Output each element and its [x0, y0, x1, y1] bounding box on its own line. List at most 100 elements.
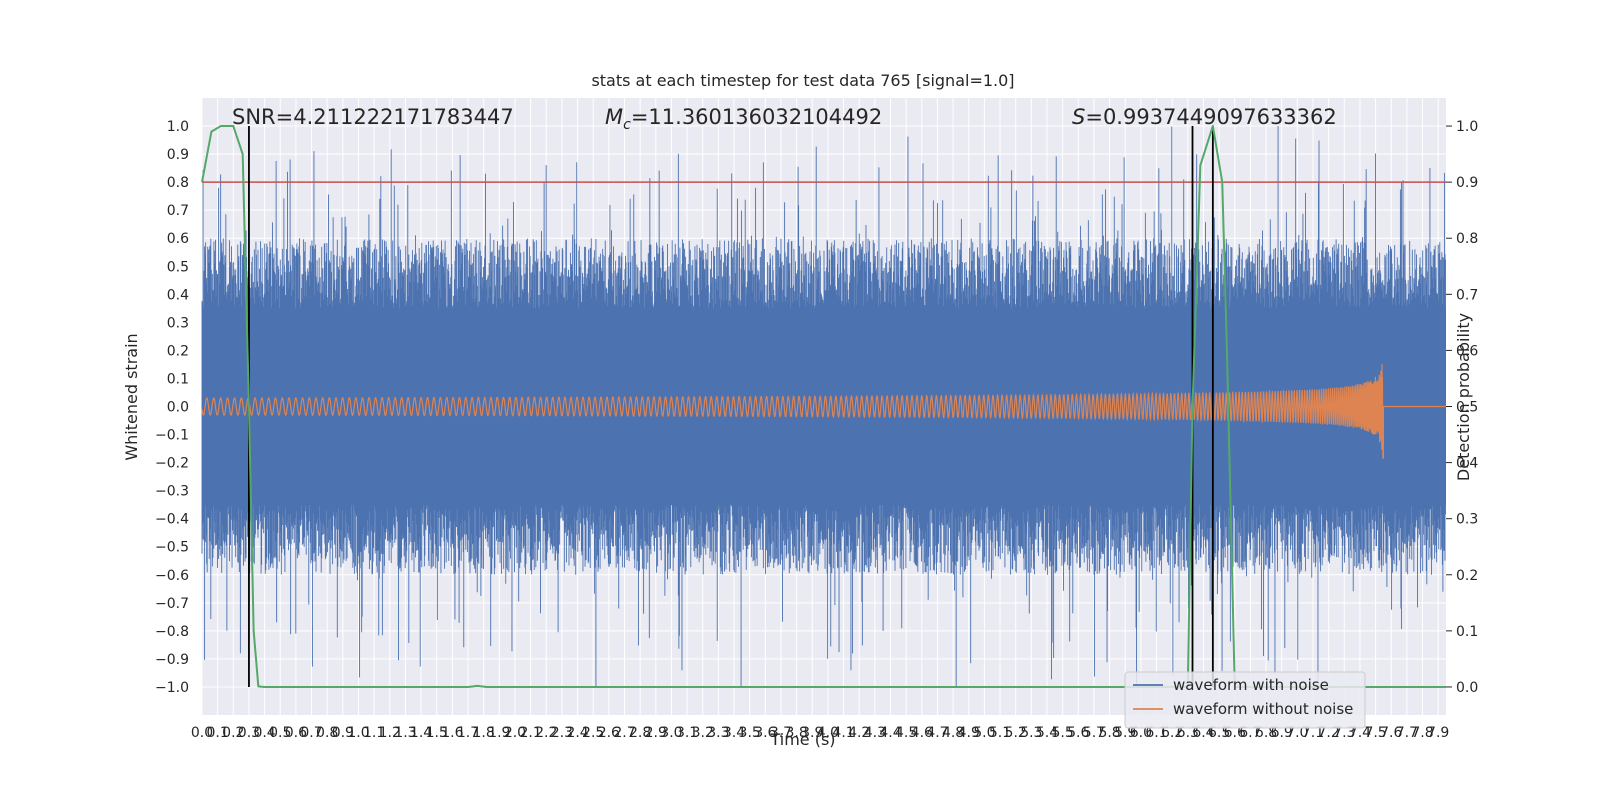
- x-tick-label: 7.9: [1427, 725, 1449, 741]
- x-tick-label: 1.7: [457, 725, 479, 741]
- probability-line: [201, 125, 1446, 688]
- x-tick-label: 1.9: [488, 725, 510, 741]
- x-tick-label: 5.5: [1051, 725, 1073, 741]
- x-tick-label: 7.8: [1411, 725, 1433, 741]
- x-tick-label: 7.3: [1333, 725, 1355, 741]
- x-tick-label: 2.2: [535, 725, 557, 741]
- x-tick-label: 3.3: [707, 725, 729, 741]
- x-tick-label: 0.8: [316, 725, 338, 741]
- x-tick-label: 5.1: [989, 725, 1011, 741]
- x-tick-label: 5.2: [1005, 725, 1027, 741]
- y-tick-label: 0.3: [167, 315, 189, 331]
- x-tick-label: 6.8: [1255, 725, 1277, 741]
- y2-tick-label: 0.4: [1456, 456, 1478, 472]
- y-tick-label: −0.2: [155, 456, 189, 472]
- x-tick-label: 3.1: [676, 725, 698, 741]
- x-tick-label: 1.3: [394, 725, 416, 741]
- x-tick-label: 0.4: [253, 725, 275, 741]
- x-tick-label: 1.1: [363, 725, 385, 741]
- legend-label-clean: waveform without noise: [1173, 700, 1353, 718]
- y-tick-label: 0.1: [167, 371, 189, 387]
- chirp-line: [201, 364, 1446, 459]
- x-tick-label: 2.9: [645, 725, 667, 741]
- x-tick-label: 0.2: [222, 725, 244, 741]
- x-tick-label: 2.6: [598, 725, 620, 741]
- x-tick-label: 7.1: [1302, 725, 1324, 741]
- x-tick-label: 0.0: [191, 725, 213, 741]
- x-tick-label: 6.3: [1177, 725, 1199, 741]
- x-tick-label: 4.9: [958, 725, 980, 741]
- x-tick-label: 1.0: [347, 725, 369, 741]
- x-tick-label: 4.3: [864, 725, 886, 741]
- ticks: 0.00.10.20.30.40.50.60.70.80.91.01.11.21…: [155, 119, 1478, 741]
- x-tick-label: 6.5: [1208, 725, 1230, 741]
- x-tick-label: 6.9: [1271, 725, 1293, 741]
- x-tick-label: 5.9: [1114, 725, 1136, 741]
- y-tick-label: −1.0: [155, 680, 189, 696]
- x-tick-label: 4.5: [895, 725, 917, 741]
- x-tick-label: 2.5: [582, 725, 604, 741]
- y-tick-label: 0.5: [167, 259, 189, 275]
- y2-tick-label: 0.2: [1456, 568, 1478, 584]
- x-tick-label: 3.0: [660, 725, 682, 741]
- y-tick-label: −0.1: [155, 428, 189, 444]
- series-waveform-without-noise: [201, 364, 1446, 459]
- x-tick-label: 5.0: [973, 725, 995, 741]
- score-symbol: S: [1072, 105, 1085, 129]
- x-tick-label: 2.4: [566, 725, 588, 741]
- x-tick-label: 6.4: [1192, 725, 1214, 741]
- x-tick-label: 5.7: [1083, 725, 1105, 741]
- x-tick-label: 5.3: [1020, 725, 1042, 741]
- x-tick-label: 4.8: [942, 725, 964, 741]
- x-tick-label: 3.4: [723, 725, 745, 741]
- snr-annotation: SNR=4.211222171783447: [232, 105, 514, 129]
- chart-title: stats at each timestep for test data 765…: [591, 71, 1014, 90]
- x-tick-label: 7.5: [1364, 725, 1386, 741]
- chirp-mass-subscript: c: [623, 117, 631, 133]
- y-tick-label: −0.6: [155, 568, 189, 584]
- x-tick-label: 6.7: [1239, 725, 1261, 741]
- x-tick-label: 5.6: [1067, 725, 1089, 741]
- y-tick-label: −0.8: [155, 624, 189, 640]
- chirp-mass-annotation: Mc=11.360136032104492: [605, 105, 882, 133]
- overlays: [202, 126, 1446, 687]
- y2-tick-label: 0.7: [1456, 287, 1478, 303]
- x-tick-label: 4.2: [848, 725, 870, 741]
- x-axis-label: Time (s): [769, 730, 835, 749]
- score-value: =0.9937449097633362: [1085, 105, 1336, 129]
- x-tick-label: 6.6: [1224, 725, 1246, 741]
- x-tick-label: 0.6: [285, 725, 307, 741]
- x-tick-label: 3.5: [739, 725, 761, 741]
- x-tick-label: 7.6: [1380, 725, 1402, 741]
- y-tick-label: 0.7: [167, 203, 189, 219]
- y-tick-label: 1.0: [167, 119, 189, 135]
- x-tick-label: 2.3: [551, 725, 573, 741]
- y-tick-label: 0.6: [167, 231, 189, 247]
- x-tick-label: 2.8: [629, 725, 651, 741]
- y-tick-label: 0.4: [167, 287, 189, 303]
- x-tick-label: 4.4: [879, 725, 901, 741]
- y-tick-label: 0.8: [167, 175, 189, 191]
- x-tick-label: 7.0: [1286, 725, 1308, 741]
- x-tick-label: 4.1: [832, 725, 854, 741]
- x-tick-label: 1.5: [426, 725, 448, 741]
- y-tick-label: −0.4: [155, 512, 189, 528]
- x-tick-label: 4.7: [926, 725, 948, 741]
- x-tick-label: 2.7: [613, 725, 635, 741]
- y-tick-label: 0.2: [167, 343, 189, 359]
- y2-tick-label: 0.8: [1456, 231, 1478, 247]
- x-tick-label: 7.4: [1349, 725, 1371, 741]
- y-tick-label: −0.3: [155, 484, 189, 500]
- x-tick-label: 1.4: [410, 725, 432, 741]
- x-tick-label: 4.6: [911, 725, 933, 741]
- x-tick-label: 4.0: [817, 725, 839, 741]
- x-tick-label: 5.4: [1036, 725, 1058, 741]
- x-tick-label: 7.7: [1396, 725, 1418, 741]
- x-tick-label: 7.2: [1318, 725, 1340, 741]
- y2-tick-label: 0.6: [1456, 343, 1478, 359]
- y2-axis-label: Detection probability: [1454, 313, 1473, 481]
- score-annotation: S=0.9937449097633362: [1072, 105, 1337, 129]
- x-tick-label: 6.0: [1130, 725, 1152, 741]
- x-tick-label: 3.8: [785, 725, 807, 741]
